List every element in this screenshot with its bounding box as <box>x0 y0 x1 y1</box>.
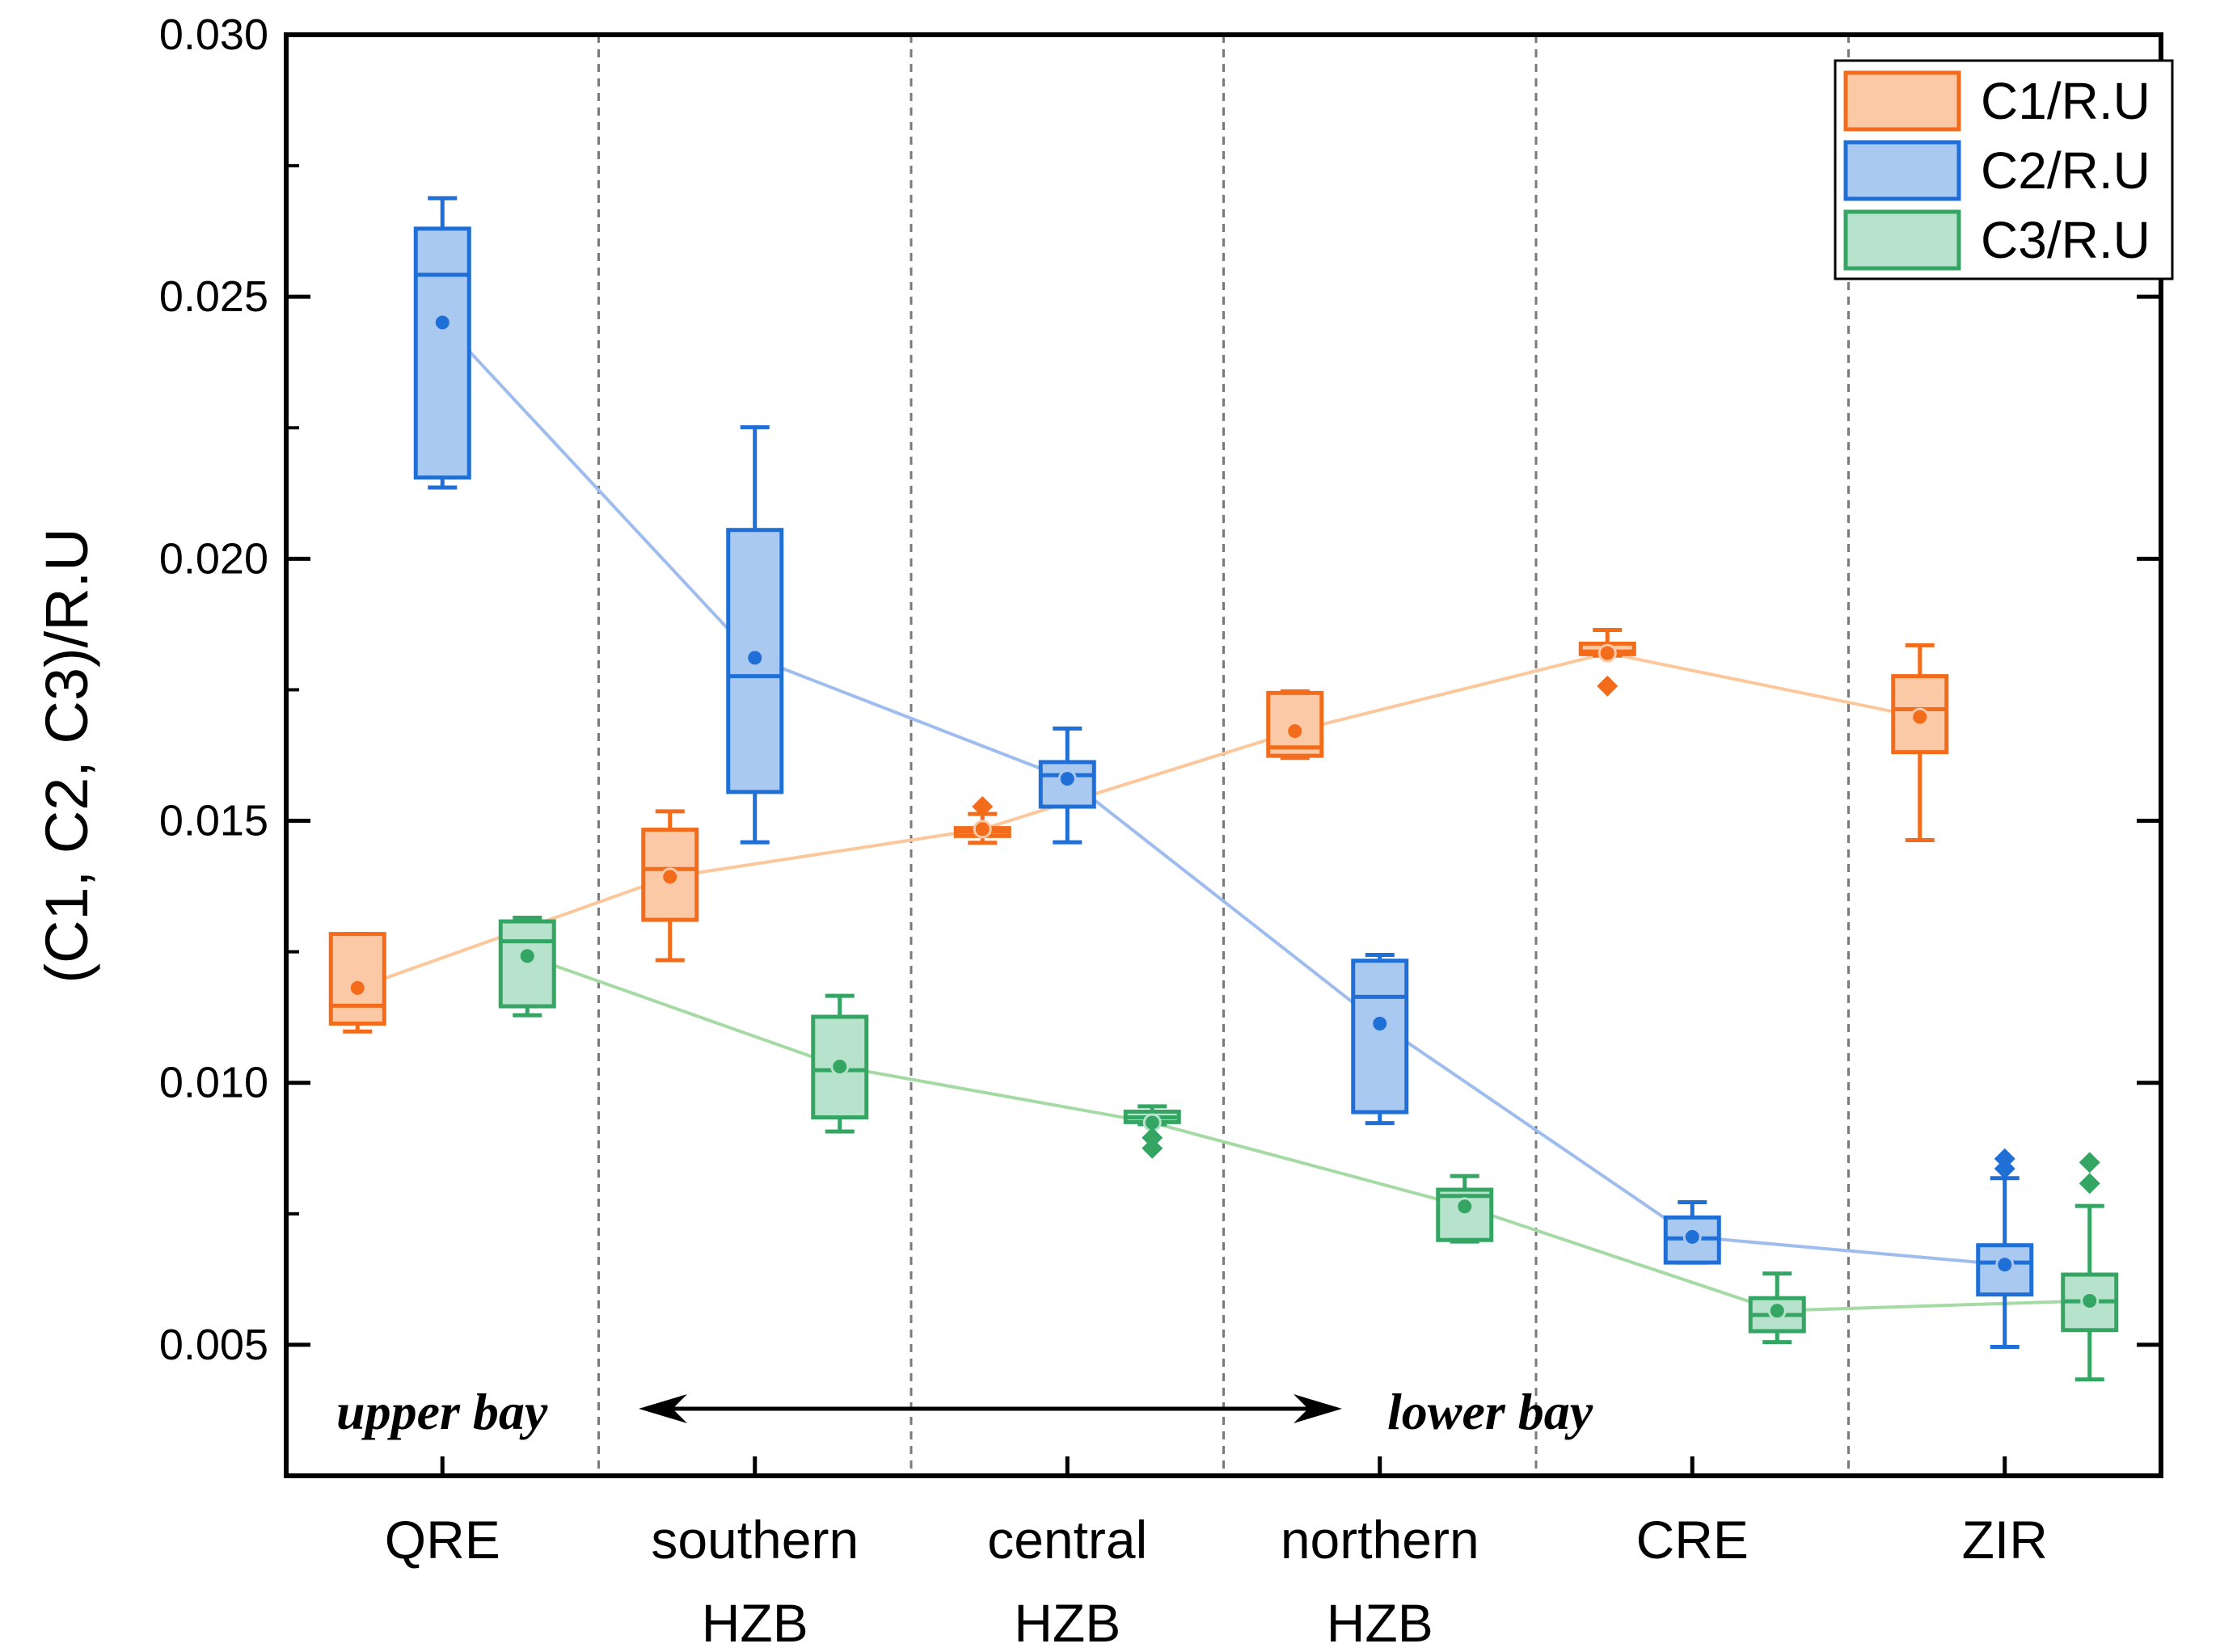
mean-point <box>433 313 452 332</box>
outlier-point <box>2079 1152 2100 1174</box>
mean-point <box>1370 1014 1390 1033</box>
x-category-label: southern <box>651 1510 859 1570</box>
mean-point <box>1285 722 1305 741</box>
y-tick-label: 0.025 <box>159 272 268 321</box>
x-category-label: HZB <box>702 1593 808 1652</box>
x-category-label: ZIR <box>1962 1510 2048 1570</box>
plot-frame <box>284 32 2163 1478</box>
mean-point <box>1597 643 1617 663</box>
mean-point <box>830 1057 850 1077</box>
x-category-label: northern <box>1281 1510 1479 1570</box>
category-separators <box>597 35 1850 1476</box>
mean-point <box>1057 769 1077 789</box>
box-2-2 <box>1123 1104 1181 1159</box>
svg-text:lower bay: lower bay <box>1387 1383 1593 1440</box>
box-2-3 <box>1436 1174 1494 1244</box>
legend-swatch <box>1843 140 1961 201</box>
box-1-5 <box>1976 1148 2034 1350</box>
x-category-label: HZB <box>1014 1593 1121 1652</box>
legend-swatch <box>1843 70 1961 132</box>
box-iqr <box>1351 959 1409 1115</box>
y-axis: 0.005 0.010 0.015 0.020 0.025 0.030 <box>159 11 2161 1477</box>
box-iqr <box>1976 1243 2034 1297</box>
svg-text:upper bay: upper bay <box>336 1383 548 1440</box>
mean-connecting-lines <box>357 321 2090 1313</box>
outlier-point <box>1994 1148 2015 1169</box>
y-tick-label: 0.010 <box>159 1059 268 1107</box>
box-iqr <box>413 226 471 480</box>
mean-point <box>1910 707 1930 727</box>
x-category-label: HZB <box>1327 1593 1433 1652</box>
box-0-0 <box>328 932 386 1034</box>
mean-line-0 <box>357 651 1921 990</box>
mean-point <box>745 648 765 668</box>
outlier-point <box>972 796 994 818</box>
box-0-3 <box>1266 689 1324 761</box>
mean-point <box>517 946 537 966</box>
legend-label: C2/R.U <box>1981 141 2150 200</box>
legend-label: C1/R.U <box>1981 72 2150 130</box>
annotation-lower-bay: lower bay <box>1387 1383 1593 1440</box>
box-2-0 <box>498 915 556 1018</box>
y-tick-label: 0.005 <box>159 1321 268 1369</box>
mean-point <box>661 867 680 887</box>
mean-point <box>348 978 367 997</box>
box-plots <box>328 196 2119 1382</box>
mean-line-2 <box>526 954 2090 1313</box>
box-2-1 <box>811 993 869 1134</box>
box-0-4 <box>1578 628 1636 697</box>
box-0-1 <box>641 809 699 963</box>
mean-point <box>1682 1227 1702 1246</box>
mean-line-1 <box>441 321 2005 1266</box>
box-0-5 <box>1891 643 1949 843</box>
legend-swatch <box>1843 209 1961 271</box>
legend: C1/R.U C2/R.U C3/R.U <box>1834 59 2174 280</box>
box-2-5 <box>2061 1152 2119 1382</box>
box-1-4 <box>1663 1200 1721 1265</box>
x-category-label: CRE <box>1636 1510 1749 1570</box>
outlier-point <box>1597 675 1619 697</box>
outlier-point <box>1142 1127 1163 1148</box>
box-1-2 <box>1038 726 1096 845</box>
box-1-0 <box>413 196 471 490</box>
x-category-label: central <box>987 1510 1147 1570</box>
box-1-3 <box>1351 953 1409 1126</box>
bay-arrow <box>639 1394 1342 1423</box>
arrow-head-right <box>1294 1394 1342 1423</box>
box-2-4 <box>1748 1271 1806 1345</box>
y-tick-label: 0.020 <box>159 534 268 583</box>
x-axis: QRE southern HZB central HZB northern HZB CRE ZI… <box>385 1456 2048 1652</box>
mean-point <box>1767 1301 1787 1321</box>
outlier-point <box>2079 1173 2100 1195</box>
x-category-label: QRE <box>385 1510 500 1570</box>
mean-point <box>2080 1291 2100 1310</box>
y-tick-label: 0.030 <box>159 11 268 59</box>
mean-point <box>1995 1255 2015 1275</box>
annotation-upper-bay: upper bay <box>336 1383 548 1440</box>
box-1-1 <box>726 425 784 845</box>
y-axis-title: (C1, C2, C3)/R.U <box>33 528 100 983</box>
mean-point <box>973 820 992 839</box>
y-tick-label: 0.015 <box>159 797 268 845</box>
box-0-2 <box>953 796 1011 845</box>
mean-point <box>1455 1197 1475 1216</box>
arrow-head-left <box>639 1394 687 1423</box>
legend-label: C3/R.U <box>1981 211 2150 269</box>
